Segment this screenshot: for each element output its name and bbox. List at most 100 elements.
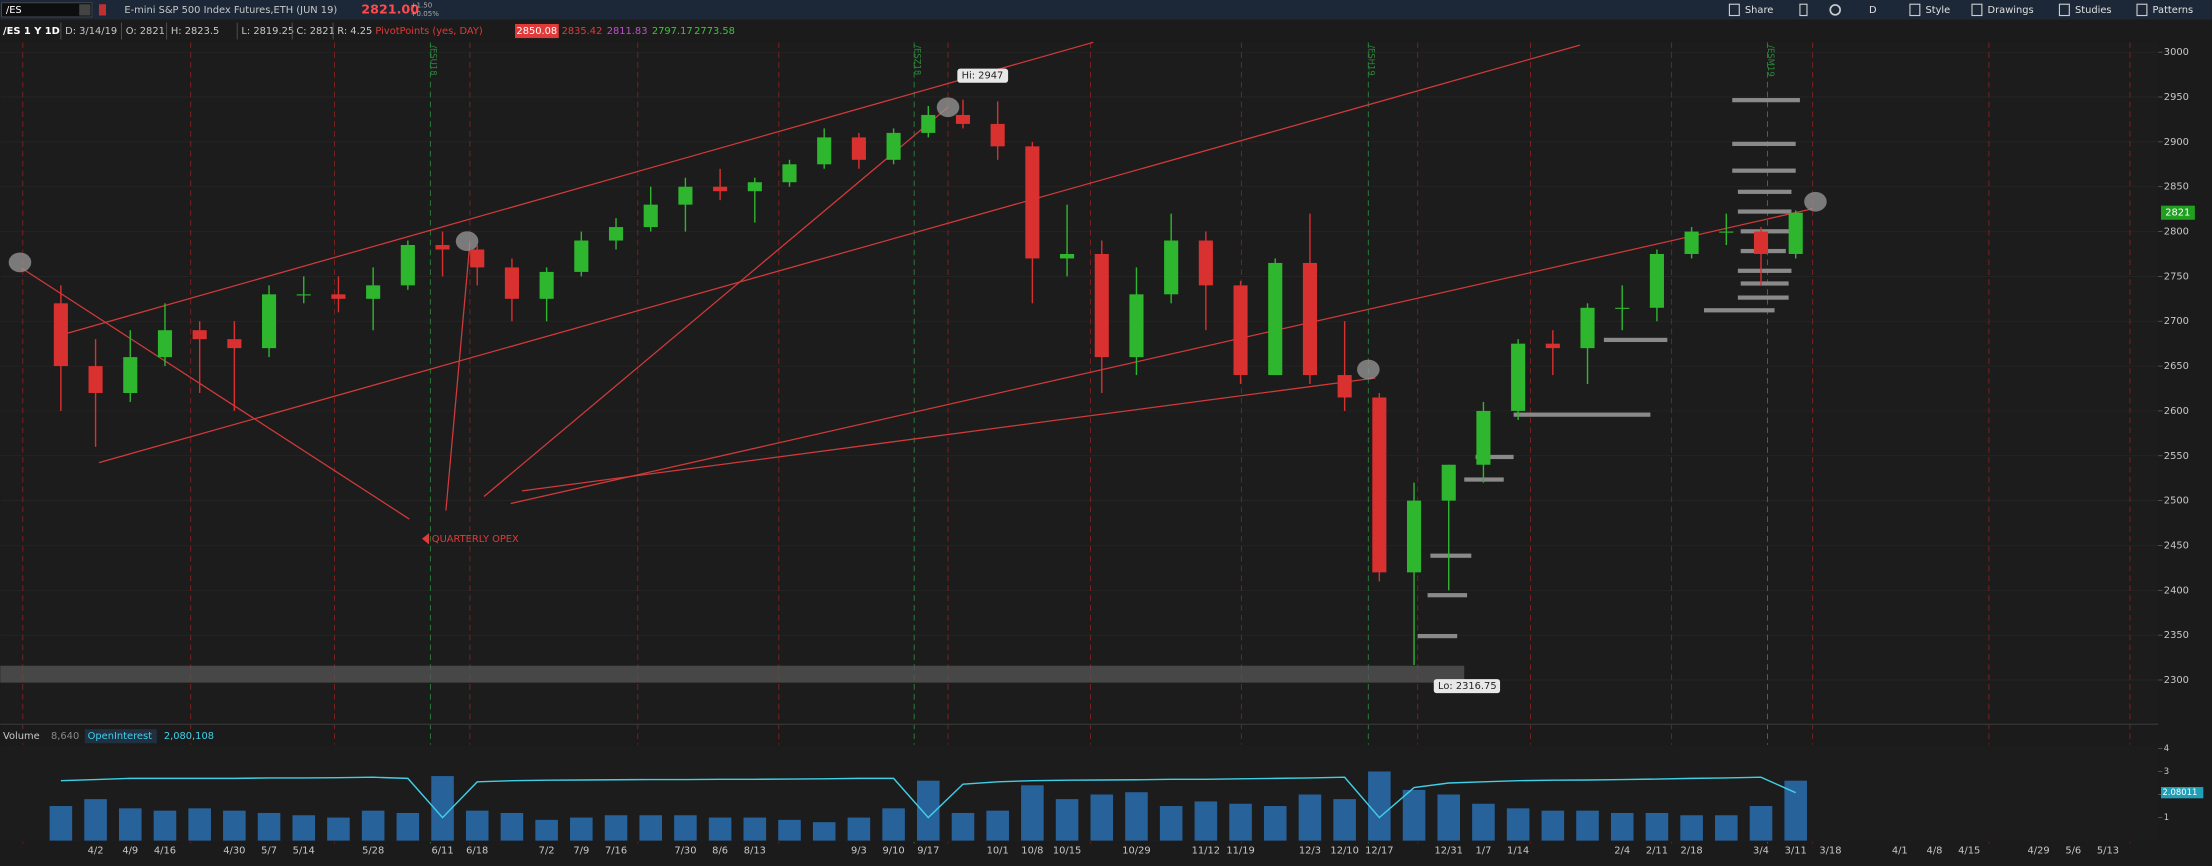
x-tick-label: 7/30 — [674, 845, 696, 856]
candle-body — [296, 294, 311, 296]
oi-value: 2,080,108 — [164, 731, 214, 742]
ohlc-item: O: 2821 — [126, 26, 165, 37]
toolbar-button[interactable]: Drawings — [1988, 5, 2034, 16]
symbol-box[interactable] — [1, 2, 93, 18]
volume-bar — [1784, 780, 1807, 841]
x-tick-label: 7/9 — [573, 845, 589, 856]
volume-bar — [917, 780, 940, 841]
x-tick-label: 4/29 — [2028, 845, 2050, 856]
candle-body — [1337, 375, 1352, 398]
button-icon[interactable] — [1971, 3, 1983, 17]
x-tick-label: 4/1 — [1892, 845, 1908, 856]
settings-icon[interactable] — [1829, 4, 1841, 16]
x-tick-label: 5/14 — [293, 845, 315, 856]
y-tick-label: 2650 — [2164, 361, 2189, 372]
x-tick-label: 3/18 — [1819, 845, 1841, 856]
y-tick-label: 3000 — [2164, 47, 2189, 58]
y-tick-label: 2500 — [2164, 496, 2189, 507]
symbol[interactable]: /ES — [6, 5, 22, 16]
toolbar-button[interactable]: Studies — [2075, 5, 2112, 16]
volume-bar — [1333, 799, 1356, 841]
volume-bar — [1402, 789, 1426, 841]
volume-bar — [1645, 812, 1669, 841]
trend-line — [483, 106, 949, 497]
x-tick-label: 9/10 — [883, 845, 905, 856]
volume-bar — [674, 815, 697, 841]
beaker-icon[interactable] — [1799, 3, 1808, 17]
volume-bar — [1298, 794, 1322, 841]
level-bar — [1737, 295, 1789, 300]
level-bar — [1737, 209, 1792, 214]
volume-bar — [1576, 810, 1599, 841]
candle-body — [504, 267, 519, 299]
candle-body — [1198, 240, 1213, 286]
ohlc-item: L: 2819.25 — [241, 26, 294, 37]
volume-bar — [153, 810, 177, 841]
volume-bar — [361, 810, 385, 841]
candle-body — [643, 204, 658, 228]
toolbar-button[interactable]: Share — [1745, 5, 1773, 16]
button-icon[interactable] — [1909, 3, 1921, 17]
candle-body — [1545, 343, 1560, 349]
last-price-tag — [2160, 205, 2195, 220]
high-label: Hi: 2947 — [962, 71, 1004, 82]
volume-bar — [292, 815, 316, 841]
x-tick-label: 5/6 — [2065, 845, 2081, 856]
trend-line — [63, 41, 1094, 335]
toolbar-button[interactable]: Patterns — [2153, 5, 2194, 16]
candle-body — [608, 227, 624, 241]
candle-body — [539, 271, 554, 299]
link-icon[interactable] — [98, 4, 107, 16]
volume-bar — [986, 810, 1009, 841]
candle-body — [1406, 500, 1422, 573]
button-icon[interactable] — [2058, 3, 2070, 17]
contract-label: /ESM19 — [1766, 45, 1776, 77]
volume-bar — [535, 819, 558, 841]
y-tick-label: 2850 — [2164, 182, 2189, 193]
candle-body — [1302, 262, 1317, 376]
level-bar — [1513, 412, 1651, 417]
volume-bar — [847, 817, 871, 841]
low-box — [1433, 679, 1501, 694]
y-tick-label: 2950 — [2164, 92, 2189, 103]
x-tick-label: 2/18 — [1681, 845, 1703, 856]
level-bar — [1737, 189, 1792, 194]
last-price: 2821.00 — [361, 1, 419, 16]
toolbar-button[interactable]: Style — [1925, 5, 1950, 16]
candle-body — [1441, 464, 1456, 501]
button-icon[interactable] — [1728, 3, 1740, 17]
volume-bar — [1229, 803, 1252, 841]
candle-body — [157, 330, 173, 358]
trend-line — [510, 208, 1813, 505]
candle-body — [1476, 410, 1491, 465]
candle-body — [678, 186, 693, 205]
volume-bar — [1090, 794, 1114, 841]
high-box — [957, 68, 1009, 83]
open-interest-line — [60, 776, 1796, 819]
candle-body — [713, 186, 728, 192]
x-tick-label: 2/11 — [1646, 845, 1668, 856]
toolbar-button[interactable]: D — [1869, 5, 1877, 16]
candle-body — [470, 249, 485, 268]
button-icon[interactable] — [2136, 3, 2148, 17]
symbol-dropdown[interactable] — [79, 4, 91, 16]
volume-bar — [1194, 801, 1218, 841]
x-tick-label: 12/17 — [1365, 845, 1393, 856]
x-tick-label: 5/7 — [261, 845, 277, 856]
y-tick-label: 2700 — [2164, 316, 2189, 327]
volume-bar — [639, 815, 662, 841]
pct-change: +0.05% — [411, 9, 440, 18]
ohlc-item: D: 3/14/19 — [65, 26, 117, 37]
x-tick-label: 12/10 — [1330, 845, 1358, 856]
low-label: Lo: 2316.75 — [1438, 681, 1497, 692]
candle-body — [88, 366, 103, 393]
x-tick-label: 5/28 — [362, 845, 384, 856]
volume-bar — [396, 812, 420, 841]
pivot-marker — [1357, 359, 1380, 380]
y-tick-label: 2600 — [2164, 406, 2189, 417]
ohlc-item: R: 4.25 — [337, 26, 372, 37]
level-bar — [1732, 168, 1796, 173]
candle-body — [1025, 146, 1040, 259]
x-tick-label: 4/16 — [154, 845, 176, 856]
